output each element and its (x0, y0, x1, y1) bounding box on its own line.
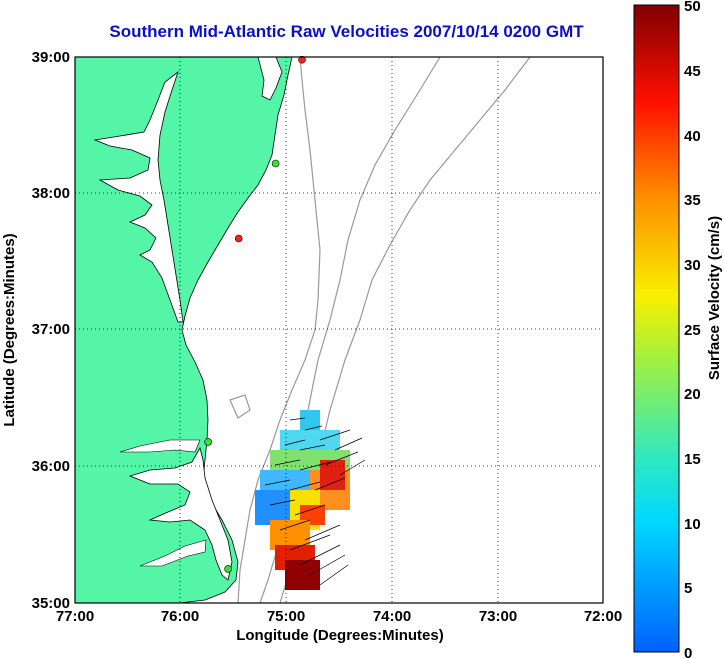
river-channel (139, 539, 207, 567)
station-marker (298, 55, 306, 64)
x-tick-label: 75:00 (267, 608, 305, 625)
delaware-bay (257, 57, 283, 101)
colorbar-ticks: 50 45 40 35 30 25 20 15 10 5 0 (684, 0, 701, 659)
x-axis-ticks: 77:00 76:00 75:00 74:00 73:00 72:00 (56, 608, 622, 625)
chesapeake-bay (93, 70, 184, 323)
station-marker (234, 234, 243, 243)
colorbar-tick-label: 40 (684, 128, 701, 145)
station-marker (204, 438, 212, 446)
colorbar-tick-label: 25 (684, 322, 701, 339)
y-axis-ticks: 39:00 38:00 37:00 36:00 35:00 (32, 49, 70, 612)
x-tick-label: 76:00 (161, 608, 199, 625)
grid-lines (75, 57, 603, 603)
land-mass (75, 57, 293, 603)
y-tick-label: 38:00 (32, 185, 70, 202)
colorbar-tick-label: 5 (684, 580, 692, 597)
y-tick-label: 37:00 (32, 321, 70, 338)
x-tick-label: 74:00 (373, 608, 411, 625)
y-tick-label: 35:00 (32, 595, 70, 612)
colorbar-tick-label: 15 (684, 451, 701, 468)
colorbar-tick-label: 50 (684, 0, 701, 15)
pamlico-sound (128, 446, 233, 581)
bathymetry-contour (237, 57, 321, 603)
x-tick-label: 77:00 (56, 608, 94, 625)
colorbar-tick-label: 30 (684, 257, 701, 274)
map-title: Southern Mid-Atlantic Raw Velocities 200… (109, 22, 584, 41)
y-tick-label: 39:00 (32, 49, 70, 66)
colorbar-tick-label: 20 (684, 386, 701, 403)
station-marker (224, 565, 232, 573)
colorbar-label: Surface Velocity (cm/s) (706, 216, 723, 380)
x-axis-label: Longitude (Degrees:Minutes) (236, 627, 444, 644)
colorbar-tick-label: 35 (684, 192, 701, 209)
station-markers (204, 55, 306, 573)
y-axis-label: Latitude (Degrees:Minutes) (1, 233, 18, 426)
y-tick-label: 36:00 (32, 458, 70, 475)
plot-frame (74, 56, 604, 604)
colorbar-tick-label: 45 (684, 63, 701, 80)
x-tick-label: 72:00 (584, 608, 622, 625)
colorbar-tick-label: 0 (684, 645, 692, 659)
colorbar (633, 4, 680, 653)
colorbar-tick-label: 10 (684, 516, 701, 533)
x-tick-label: 73:00 (479, 608, 517, 625)
velocity-field (255, 410, 350, 590)
bathymetry-contour (229, 394, 251, 419)
station-marker (271, 159, 280, 168)
